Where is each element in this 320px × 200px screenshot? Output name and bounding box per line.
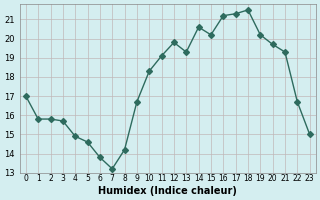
X-axis label: Humidex (Indice chaleur): Humidex (Indice chaleur)	[98, 186, 237, 196]
